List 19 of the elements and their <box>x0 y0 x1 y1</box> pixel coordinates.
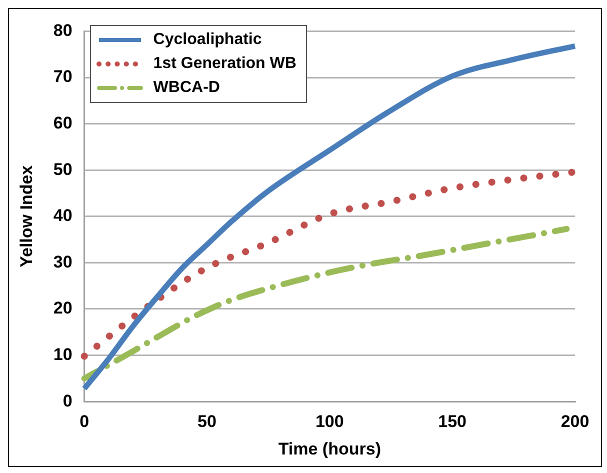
legend-label: WBCA-D <box>153 79 220 98</box>
y-tick-label: 60 <box>53 113 72 132</box>
x-tick-label: 200 <box>560 412 590 431</box>
y-tick-label: 40 <box>53 206 72 226</box>
y-tick-label: 70 <box>53 67 72 86</box>
x-tick-label: 0 <box>80 412 90 431</box>
y-tick-label: 0 <box>62 391 72 410</box>
legend-label: 1st Generation WB <box>153 55 296 74</box>
y-axis-title: Yellow Index <box>16 164 36 268</box>
x-tick-label: 100 <box>315 412 344 431</box>
y-tick-label: 20 <box>53 298 72 318</box>
y-tick-label: 80 <box>53 20 72 40</box>
x-tick-label: 150 <box>438 412 467 431</box>
y-tick-label: 50 <box>53 160 72 179</box>
y-tick-label: 30 <box>53 252 72 272</box>
legend-label: Cycloaliphatic <box>153 31 262 50</box>
x-tick-label: 50 <box>198 412 216 431</box>
y-tick-label: 10 <box>53 344 72 364</box>
x-axis-title: Time (hours) <box>278 439 381 458</box>
